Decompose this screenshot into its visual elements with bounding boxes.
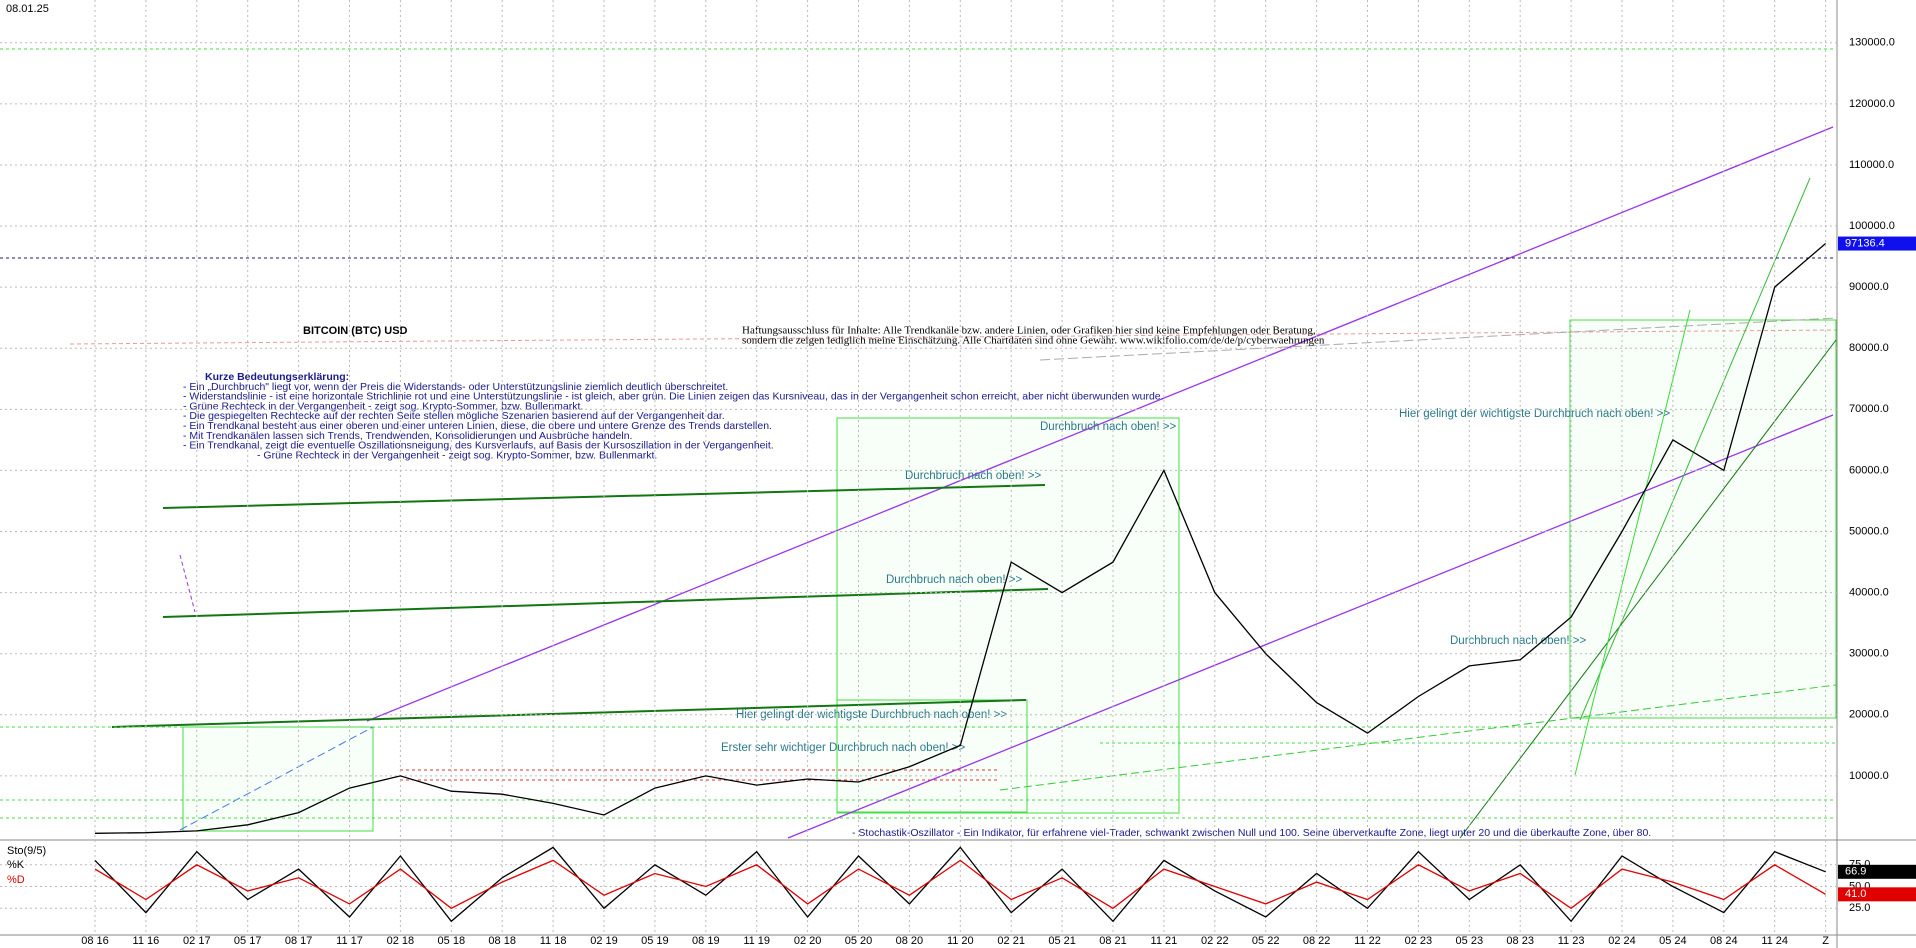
y-tick-label: 30000.0 (1849, 648, 1889, 660)
x-tick-label: 05 21 (1048, 935, 1076, 947)
x-tick-label: 05 17 (234, 935, 262, 947)
series-line (94, 846, 1826, 923)
y-tick-label: 40000.0 (1849, 587, 1889, 599)
x-tick-label: 11 20 (947, 935, 974, 947)
disclaimer: sondern die zeigen lediglich meine Einsc… (742, 335, 1325, 347)
current-price: 97136.4 (1845, 237, 1885, 249)
disclaimer: Haftungsausschluss für Inhalte: Alle Tre… (742, 325, 1316, 337)
note-line: - Ein Trendkanal besteht aus einer obere… (183, 420, 772, 432)
x-tick-label: 08 23 (1506, 935, 1534, 947)
indicator-description: - Stochastik-Oszillator - Ein Indikator,… (852, 827, 1651, 839)
date: 08.01.25 (6, 3, 49, 15)
x-tick-label: 11 21 (1151, 935, 1178, 947)
value-box (1838, 887, 1916, 902)
annotation: Hier gelingt der wichtigste Durchbruch n… (1399, 408, 1670, 420)
x-tick-label: 02 21 (997, 935, 1025, 947)
notes-title: Kurze Bedeutungserklärung: (205, 371, 349, 383)
x-tick-label: 11 19 (743, 935, 770, 947)
x-tick-label: 05 23 (1456, 935, 1484, 947)
x-tick-label: 05 22 (1252, 935, 1280, 947)
annotation: Erster sehr wichtiger Durchbruch nach ob… (721, 742, 965, 754)
note-line: - Ein Trendkanal, zeigt die eventuelle O… (183, 440, 774, 452)
note-line: - Grüne Rechteck in der Vergangenheit - … (183, 400, 583, 412)
series-line (94, 243, 1827, 834)
x-tick-label: 11 23 (1558, 935, 1585, 947)
y-tick-label: 25.0 (1849, 902, 1870, 914)
drawings (0, 48, 1837, 839)
current-value: 41.0 (1845, 888, 1866, 900)
x-tick-label: 02 18 (387, 935, 415, 947)
y-tick-label: 90000.0 (1849, 281, 1889, 293)
x-tick-label: 02 17 (183, 935, 211, 947)
x-tick-label: 02 22 (1201, 935, 1229, 947)
annotation: Durchbruch nach oben! >> (1040, 421, 1176, 433)
legend-entry: %D (7, 874, 25, 886)
y-tick-label: 10000.0 (1849, 770, 1889, 782)
x-tick-label: 02 24 (1608, 935, 1636, 947)
note-line: - Ein „Durchbruch" liegt vor, wenn der P… (183, 381, 728, 393)
legend-entry: %K (7, 859, 25, 871)
x-tick-label: 08 16 (81, 935, 109, 947)
annotation: Durchbruch nach oben! >> (905, 470, 1041, 482)
note-line: - Grüne Rechteck in der Vergangenheit - … (257, 449, 657, 461)
note-line: - Die gespiegelten Rechtecke auf der rec… (183, 410, 725, 422)
y-tick-label: 20000.0 (1849, 709, 1889, 721)
x-tick-label: 05 20 (845, 935, 873, 947)
note-line: - Mit Trendkanälen lassen sich Trends, T… (183, 430, 632, 442)
annotation: Durchbruch nach oben! >> (1450, 635, 1586, 647)
series-line (94, 859, 1826, 910)
price-box (1838, 236, 1916, 251)
x-tick-label: 11 16 (133, 935, 160, 947)
x-tick-label: 08 18 (488, 935, 516, 947)
chart-title: BITCOIN (BTC) USD (303, 325, 408, 337)
y-tick-label: 100000.0 (1849, 220, 1895, 232)
x-tick-label: Z (1822, 935, 1829, 947)
indicator-title: Sto(9/5) (7, 845, 46, 857)
y-tick-label: 110000.0 (1849, 159, 1894, 171)
y-tick-label: 80000.0 (1849, 342, 1889, 354)
note-line: - Widerstandslinie - ist eine horizontal… (183, 391, 1164, 403)
x-tick-label: 02 19 (590, 935, 618, 947)
x-tick-label: 05 24 (1659, 935, 1687, 947)
x-tick-label: 11 22 (1354, 935, 1381, 947)
value-box (1838, 864, 1916, 879)
x-tick-label: 08 17 (285, 935, 313, 947)
x-tick-label: 08 24 (1710, 935, 1738, 947)
x-tick-label: 02 23 (1405, 935, 1433, 947)
x-tick-label: 08 20 (896, 935, 924, 947)
x-tick-label: 05 18 (438, 935, 466, 947)
annotation: Durchbruch nach oben! >> (886, 574, 1022, 586)
x-tick-label: 05 19 (641, 935, 669, 947)
x-tick-label: 08 19 (692, 935, 720, 947)
x-tick-label: 11 24 (1761, 935, 1788, 947)
x-tick-label: 08 21 (1099, 935, 1127, 947)
x-tick-label: 02 20 (794, 935, 822, 947)
y-tick-label: 50000.0 (1849, 525, 1889, 537)
x-tick-label: 11 18 (540, 935, 567, 947)
y-tick-label: 130000.0 (1849, 37, 1895, 49)
y-tick-label: 70000.0 (1849, 403, 1889, 415)
x-tick-label: 11 17 (336, 935, 363, 947)
current-value: 66.9 (1845, 866, 1866, 878)
y-tick-label: 60000.0 (1849, 464, 1889, 476)
y-tick-label: 120000.0 (1849, 98, 1895, 110)
x-tick-label: 08 22 (1303, 935, 1331, 947)
